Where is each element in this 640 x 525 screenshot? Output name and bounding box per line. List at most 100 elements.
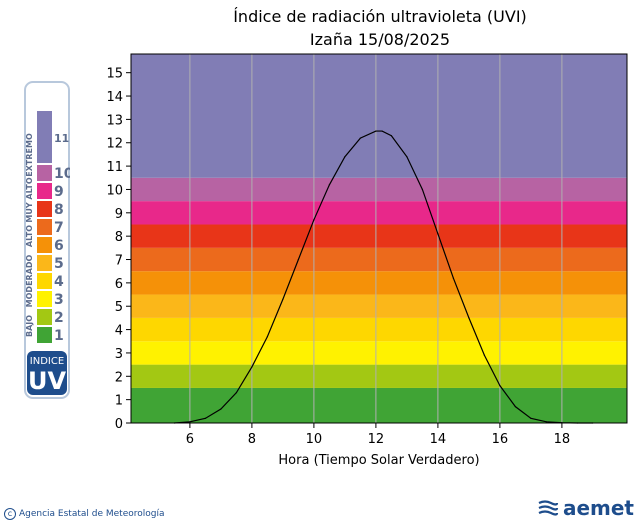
footer-agency-text: Agencia Estatal de Meteorología	[19, 509, 165, 519]
uv-index-legend: 1 2 3 4 5 6 7 8 9 10 11+ BAJO MODERADO ALTO MUY ALTOEX…	[24, 81, 70, 399]
uv-band-10	[131, 54, 627, 178]
footer-credit: c Agencia Estatal de Meteorología	[4, 508, 165, 520]
y-tick-label-4: 4	[115, 324, 123, 339]
uvi-data-point	[189, 421, 191, 423]
uvi-data-point	[375, 130, 377, 132]
legend-category-4: EXTREMO	[25, 133, 34, 177]
aemet-logo-text: aemet	[562, 496, 634, 520]
uvi-data-point	[328, 184, 330, 186]
legend-category-2: ALTO	[25, 225, 34, 247]
legend-level-3: 3	[54, 292, 64, 308]
legend-level-10: 10	[54, 166, 70, 182]
uv-band-8	[131, 201, 627, 225]
y-tick-label-3: 3	[115, 347, 123, 362]
uvi-data-point	[235, 392, 237, 394]
legend-swatch-2	[37, 309, 52, 325]
legend-swatch-8	[37, 201, 52, 217]
uvi-data-point	[576, 422, 579, 424]
uv-band-2	[131, 341, 627, 365]
legend-level-4: 4	[54, 274, 64, 290]
legend-swatch-9	[37, 183, 52, 199]
legend-swatch-3	[37, 291, 52, 307]
y-tick-label-8: 8	[115, 230, 123, 245]
y-tick-label-1: 1	[115, 394, 123, 409]
uv-band-1	[131, 364, 627, 388]
uv-badge	[27, 351, 67, 395]
uvi-data-point	[545, 421, 548, 423]
legend-level-1: 1	[54, 328, 64, 344]
legend-category-3: MUY ALTO	[25, 177, 34, 222]
y-tick-label-0: 0	[115, 417, 123, 432]
uv-band-7	[131, 224, 627, 248]
uv-band-5	[131, 271, 627, 295]
uv-band-3	[131, 317, 627, 342]
uvi-data-point	[297, 258, 299, 261]
uvi-data-point	[499, 385, 501, 387]
legend-level-7: 7	[54, 220, 64, 236]
x-tick-label-6: 6	[186, 432, 194, 447]
y-tick-label-12: 12	[106, 137, 123, 152]
uvi-data-point	[173, 422, 175, 424]
legend-level-8: 8	[54, 202, 64, 218]
aemet-logo-icon	[538, 500, 559, 516]
legend-swatch-5	[37, 255, 52, 271]
uvi-data-point	[266, 335, 268, 338]
y-tick-label-5: 5	[115, 300, 123, 315]
legend-level-2: 2	[54, 310, 64, 326]
x-tick-label-18: 18	[554, 432, 571, 447]
uvi-data-point	[344, 156, 346, 158]
uvi-data-point	[406, 156, 408, 158]
uvi-data-point	[468, 317, 470, 319]
uvi-data-point	[251, 366, 253, 368]
legend-level-6: 6	[54, 238, 64, 254]
legend-swatch-10	[37, 165, 52, 181]
legend-level-9: 9	[54, 184, 64, 200]
legend-level-11+: 11+	[54, 132, 70, 145]
y-tick-label-9: 9	[115, 207, 123, 222]
y-tick-label-10: 10	[106, 183, 123, 198]
uvi-data-point	[282, 298, 284, 300]
chart-subtitle: Izaña 15/08/2025	[309, 30, 451, 49]
legend-swatch-1	[37, 327, 52, 343]
y-tick-label-6: 6	[115, 277, 123, 292]
uv-band-4	[131, 294, 627, 318]
uvi-data-point	[483, 354, 485, 356]
x-tick-label-8: 8	[248, 432, 256, 447]
y-tick-label-15: 15	[106, 67, 123, 82]
uv-badge-uv: UV	[28, 367, 66, 395]
x-axis-label: Hora (Tiempo Solar Verdadero)	[278, 453, 479, 468]
uvi-data-point	[313, 219, 315, 221]
uv-badge-indice: INDICE	[30, 356, 64, 367]
uv-band-6	[131, 247, 627, 272]
uvi-data-point	[514, 406, 517, 408]
uvi-data-point	[390, 135, 392, 137]
uvi-data-point	[359, 137, 361, 139]
uvi-data-point	[437, 233, 439, 235]
uv-band-0	[131, 387, 627, 423]
y-tick-label-11: 11	[106, 160, 123, 175]
y-tick-label-2: 2	[115, 370, 123, 385]
legend-category-0: BAJO	[25, 315, 34, 337]
legend-category-1: MODERADO	[25, 254, 34, 307]
x-tick-label-16: 16	[492, 432, 509, 447]
uvi-data-point	[381, 130, 383, 132]
legend-level-5: 5	[54, 256, 64, 272]
copyright-icon: c	[4, 508, 16, 520]
uvi-data-point	[421, 188, 423, 191]
x-tick-label-12: 12	[368, 432, 385, 447]
aemet-logo: aemet	[537, 496, 634, 520]
chart-title: Índice de radiación ultravioleta (UVI)	[233, 7, 527, 26]
uvi-data-point	[561, 422, 563, 424]
uvi-data-point	[592, 422, 594, 424]
uvi-data-point	[452, 277, 454, 279]
x-tick-label-10: 10	[306, 432, 323, 447]
uvi-data-point	[204, 417, 206, 419]
legend-swatch-4	[37, 273, 52, 289]
legend-swatch-11+	[37, 111, 52, 163]
legend-swatch-6	[37, 237, 52, 253]
y-tick-label-14: 14	[106, 90, 123, 105]
y-tick-label-7: 7	[115, 254, 123, 269]
uvi-data-point	[220, 408, 222, 410]
legend-swatch-7	[37, 219, 52, 235]
